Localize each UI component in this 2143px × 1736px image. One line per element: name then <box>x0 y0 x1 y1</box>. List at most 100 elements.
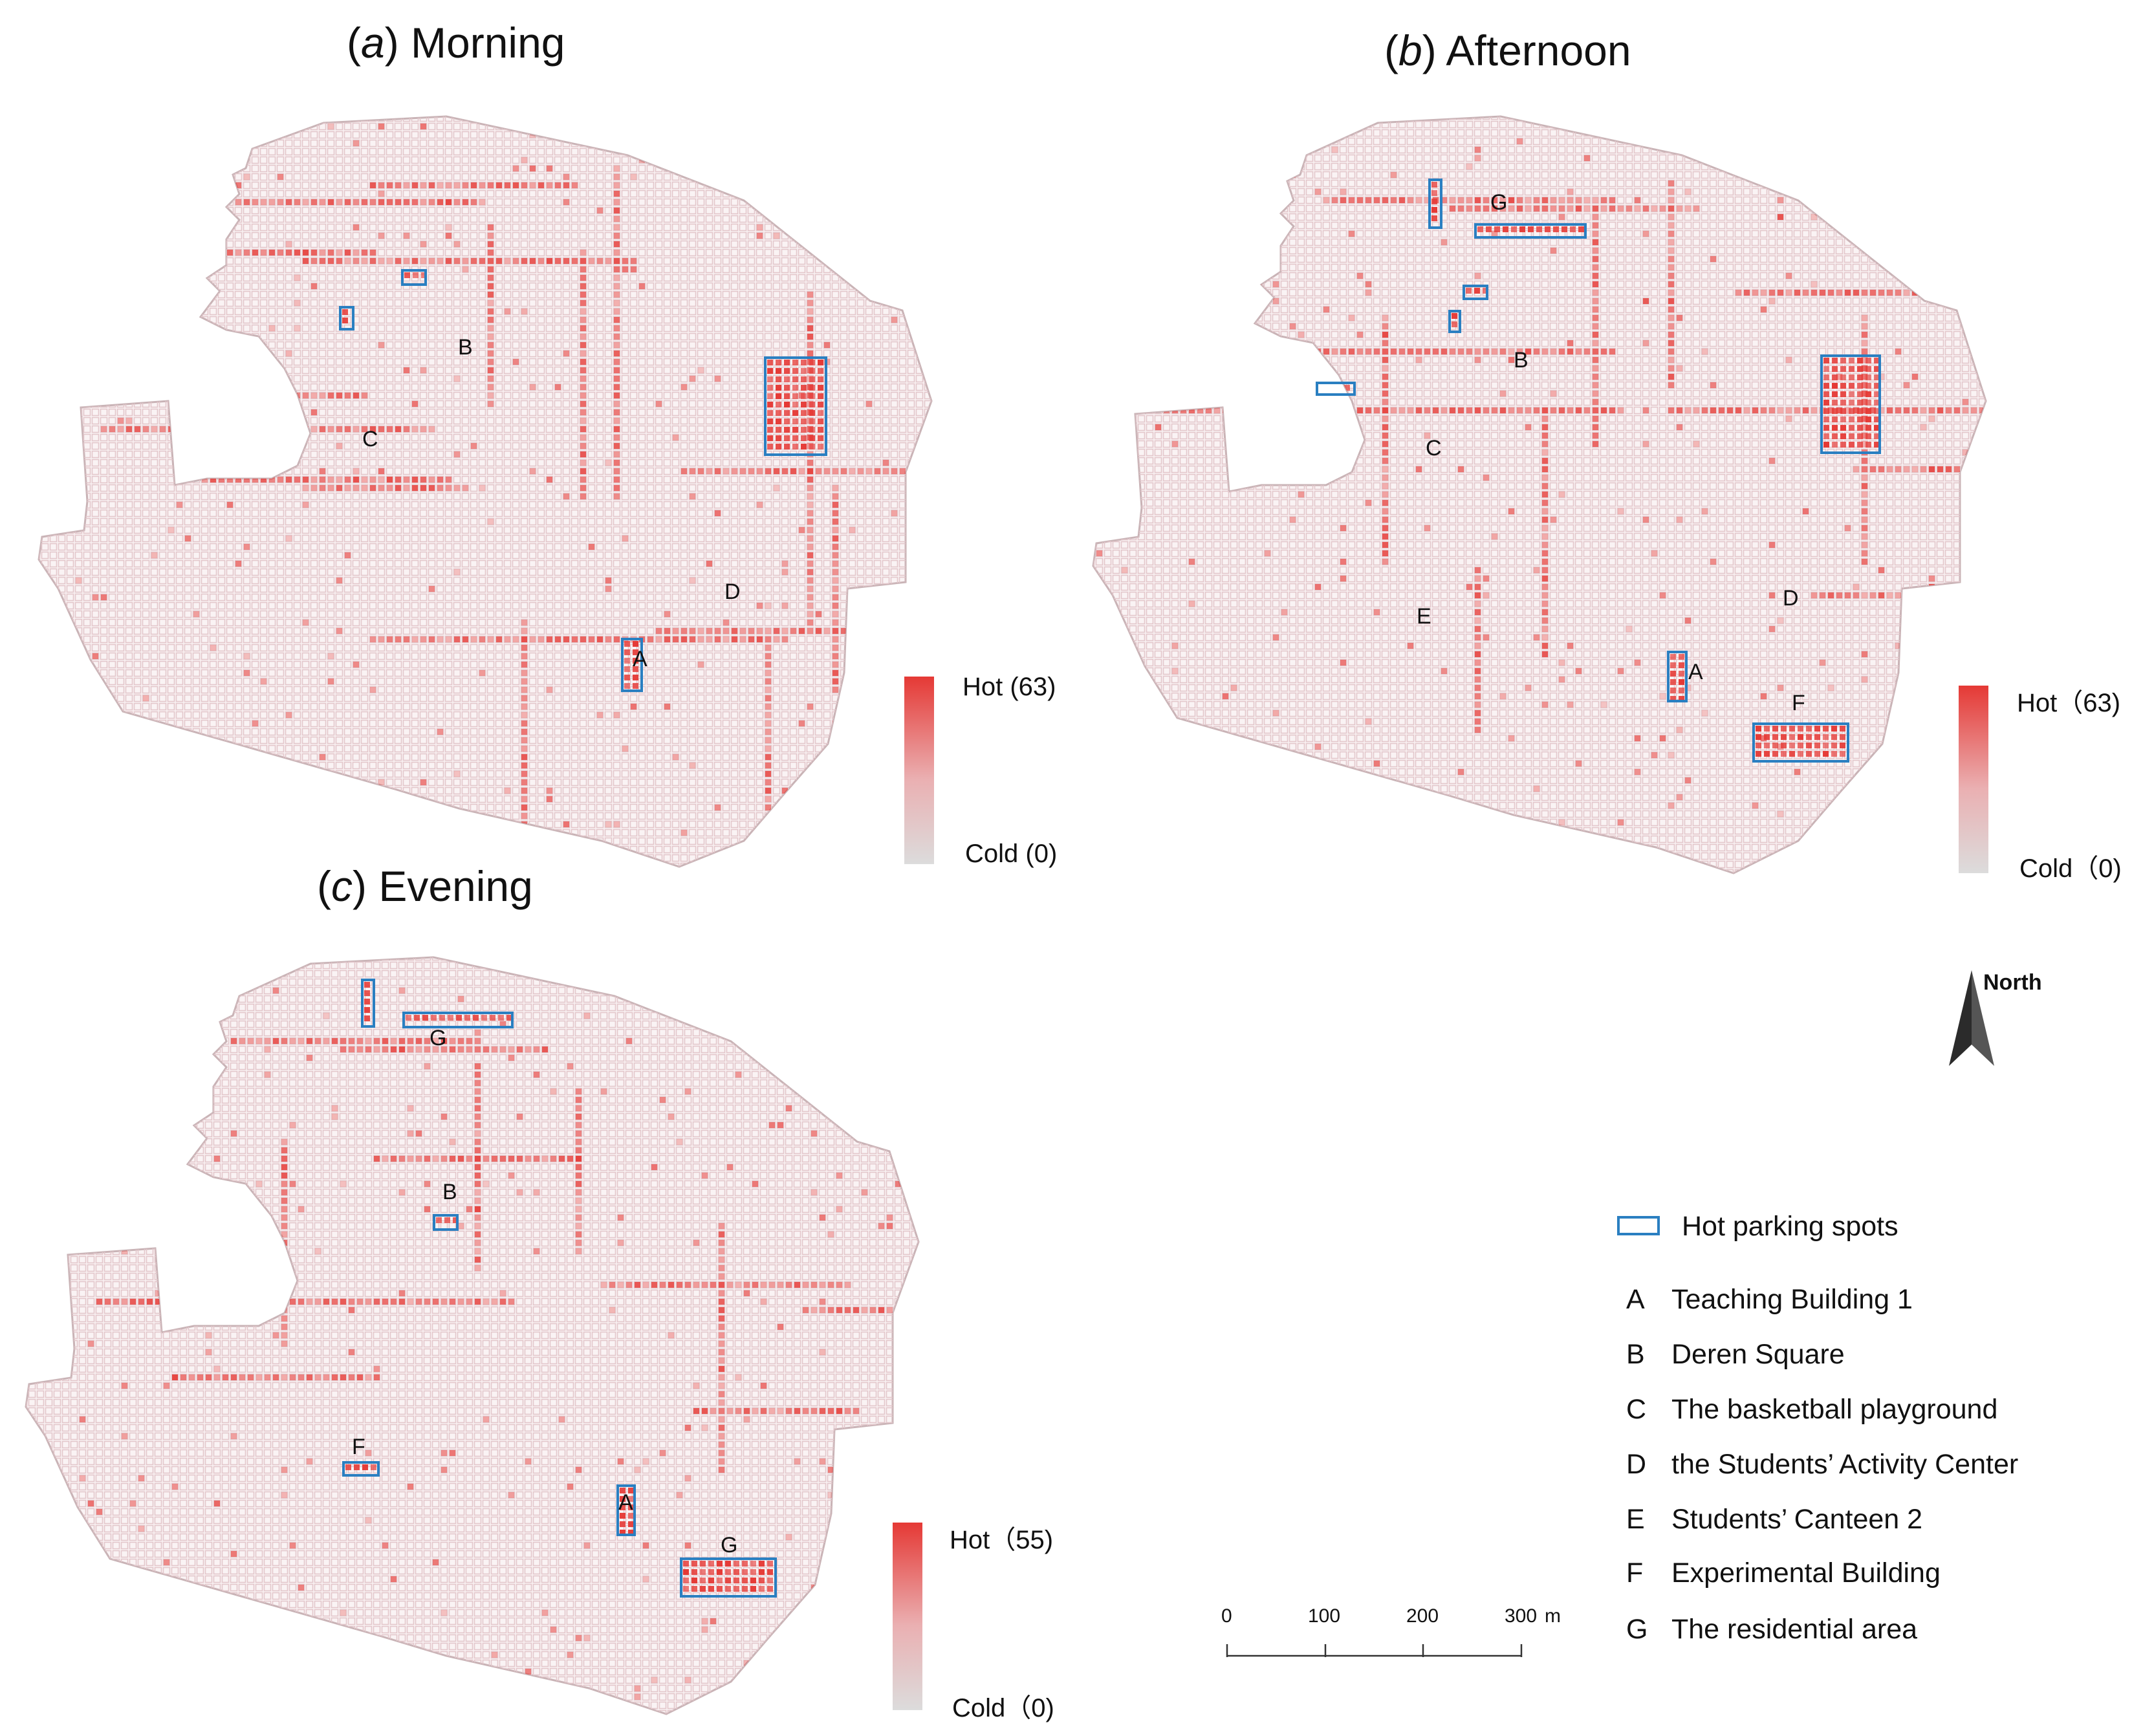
hot-cell <box>1862 492 1867 497</box>
hot-cell <box>690 376 695 382</box>
hot-cell <box>404 367 409 373</box>
hot-cell <box>1542 635 1548 640</box>
hot-cell <box>710 1408 716 1414</box>
hot-cell <box>118 426 124 432</box>
hot-cell <box>1593 374 1598 380</box>
hot-cell <box>1475 727 1481 733</box>
hot-cell <box>690 494 695 499</box>
hot-cell <box>96 957 102 960</box>
hot-cell <box>1806 726 1812 732</box>
hot-cell <box>1668 315 1674 321</box>
hot-cell <box>521 779 527 785</box>
hot-cell <box>412 199 418 205</box>
hot-cell <box>345 250 351 255</box>
hot-cell <box>832 653 838 659</box>
hot-cell <box>210 418 216 424</box>
hot-cell <box>782 603 788 609</box>
hot-cell <box>1483 197 1489 203</box>
hot-spot-box-e <box>1316 382 1356 396</box>
hot-cell <box>580 325 586 331</box>
hot-cell <box>685 1677 691 1683</box>
hot-cell <box>286 199 292 205</box>
hot-cell <box>420 258 426 264</box>
hot-cell <box>1525 197 1531 203</box>
hot-cell <box>801 444 807 450</box>
scale-tick-200: 200 <box>1406 1605 1439 1627</box>
hot-cell <box>1197 407 1203 413</box>
legend-item-b: B Deren Square <box>1626 1339 1845 1371</box>
hot-cell <box>143 695 149 701</box>
hot-cell <box>732 124 737 129</box>
hot-cell <box>841 628 847 634</box>
hot-cell <box>1528 226 1534 232</box>
hot-cell <box>399 1299 405 1305</box>
hot-cell <box>719 1316 724 1321</box>
hot-cell <box>1550 248 1556 254</box>
hot-cell <box>1643 340 1649 346</box>
hot-cell <box>269 477 275 483</box>
hot-cell <box>765 653 771 659</box>
hot-cell <box>1290 407 1296 413</box>
hot-cell <box>1660 693 1666 699</box>
hot-cell <box>328 393 334 398</box>
hot-cell <box>1862 677 1867 682</box>
hot-cell <box>408 1299 413 1305</box>
hot-cell <box>1458 197 1464 203</box>
hot-cell <box>1823 408 1829 414</box>
hot-cell <box>1789 743 1795 748</box>
hot-cell <box>370 258 376 264</box>
hot-cell <box>792 444 798 450</box>
hot-cell <box>1494 226 1500 232</box>
hot-cell <box>719 1274 724 1279</box>
hot-cell <box>693 1282 699 1288</box>
hot-cell <box>1576 349 1582 354</box>
hot-cell <box>1710 407 1716 413</box>
hot-cell <box>614 485 620 491</box>
hot-cell <box>580 258 586 264</box>
hot-cell <box>374 1038 380 1044</box>
hot-cell <box>719 1383 724 1389</box>
hot-cell <box>1382 197 1388 203</box>
hot-cell <box>479 199 485 205</box>
hot-cell <box>832 510 838 516</box>
hot-cell <box>286 241 292 247</box>
hot-cell <box>580 334 586 340</box>
hot-cell <box>42 359 48 365</box>
hot-cell <box>832 468 838 474</box>
hot-cell <box>693 979 699 985</box>
hot-cell <box>1475 651 1481 657</box>
hot-cell <box>466 1038 472 1044</box>
hot-cell <box>269 435 275 440</box>
hot-cell <box>563 351 569 356</box>
hot-cell <box>849 670 855 676</box>
hot-cell <box>345 258 351 264</box>
hot-cell <box>1349 231 1354 237</box>
hot-cell <box>1542 567 1548 573</box>
hot-cell <box>1593 281 1598 287</box>
hot-cell <box>248 1307 254 1313</box>
hot-cell <box>1806 751 1812 757</box>
hot-cell <box>168 317 174 323</box>
hot-cell <box>580 451 586 457</box>
hot-cell <box>448 1015 453 1021</box>
hot-cell <box>193 426 199 432</box>
hot-cell <box>1668 357 1674 363</box>
hot-cell <box>778 1408 783 1414</box>
hot-cell <box>1693 441 1699 447</box>
hot-cell <box>1323 853 1329 859</box>
hot-cell <box>530 468 536 474</box>
hot-cell <box>776 393 781 399</box>
hot-cell <box>887 1215 893 1221</box>
hot-cell <box>626 1038 632 1044</box>
hot-cell <box>740 636 746 642</box>
hot-cell <box>177 166 182 171</box>
hot-cell <box>706 628 712 634</box>
hot-cell <box>1450 828 1455 834</box>
hot-cell <box>231 1374 237 1380</box>
hot-cell <box>382 1543 388 1548</box>
hot-cell <box>365 1299 371 1305</box>
hot-cell <box>521 628 527 634</box>
hot-cell <box>580 300 586 306</box>
hot-cell <box>719 1408 724 1414</box>
hot-cell <box>614 367 620 373</box>
